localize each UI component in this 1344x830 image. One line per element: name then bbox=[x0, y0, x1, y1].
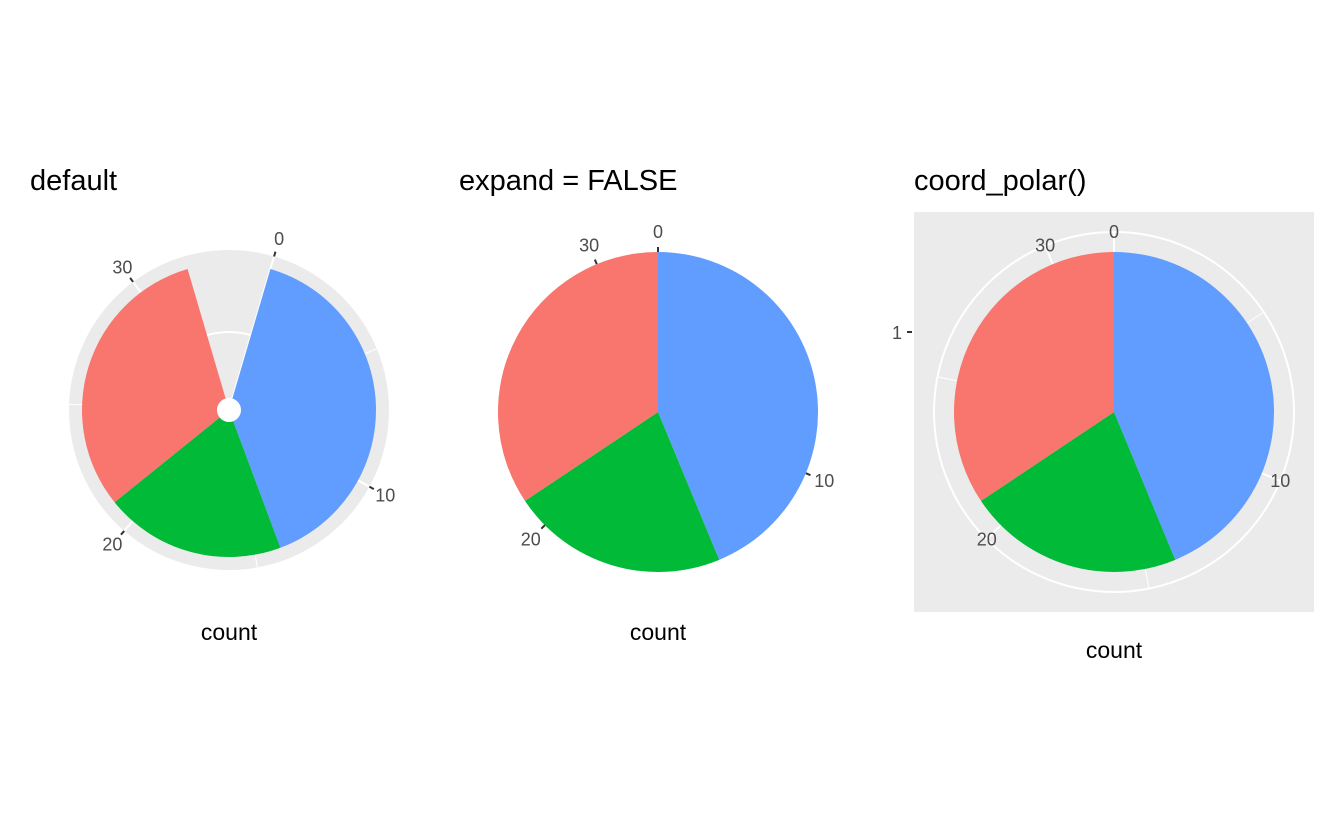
theta-tick-label: 0 bbox=[1109, 222, 1119, 242]
pie-slice-2 bbox=[498, 252, 658, 501]
theta-tick-mark bbox=[805, 472, 811, 477]
x-axis-label-default: count bbox=[201, 619, 258, 645]
theta-tick-label: 20 bbox=[102, 535, 122, 555]
pie-slice-1 bbox=[980, 412, 1176, 572]
pie-slice-2 bbox=[82, 268, 226, 503]
pie-slice-0 bbox=[232, 268, 377, 548]
theta-tick-mark bbox=[129, 277, 134, 283]
theta-tick-mark bbox=[540, 524, 546, 530]
theta-tick-label: 10 bbox=[814, 471, 834, 491]
panel-title-expand-false: expand = FALSE bbox=[459, 165, 677, 197]
theta-tick-mark bbox=[273, 251, 277, 257]
theta-tick-label: 20 bbox=[977, 529, 997, 549]
panel-coord-polar: 0 10 20 30 1 bbox=[892, 212, 1314, 612]
center-hole bbox=[217, 398, 241, 422]
r-tick-label: 1 bbox=[892, 323, 902, 343]
pie-slice-0 bbox=[1114, 252, 1275, 560]
theta-tick-mark bbox=[120, 530, 125, 536]
pie-slice-1 bbox=[524, 412, 720, 572]
pie-slice-1 bbox=[114, 417, 281, 558]
theta-tick-mark bbox=[368, 485, 375, 490]
theta-tick-label: 20 bbox=[521, 529, 541, 549]
theta-tick-label: 0 bbox=[274, 229, 284, 249]
panel-title-default: default bbox=[30, 165, 117, 197]
pie-slice-0 bbox=[658, 252, 819, 560]
theta-tick-label: 10 bbox=[1270, 471, 1290, 491]
pie-slice-2 bbox=[954, 252, 1114, 501]
theta-tick-label: 30 bbox=[579, 236, 599, 256]
theta-tick-label: 30 bbox=[112, 258, 132, 278]
x-axis-label-expand-false: count bbox=[630, 619, 687, 645]
theta-tick-label: 10 bbox=[375, 485, 395, 505]
theta-tick-label: 0 bbox=[653, 222, 663, 242]
panel-title-coord-polar: coord_polar() bbox=[914, 165, 1086, 197]
x-axis-label-coord-polar: count bbox=[1086, 637, 1143, 663]
theta-tick-mark bbox=[593, 259, 598, 265]
panel-default: 0 10 20 30 bbox=[69, 229, 395, 570]
panel-expand-false: 0 10 20 30 bbox=[498, 222, 834, 572]
theta-tick-label: 30 bbox=[1035, 236, 1055, 256]
